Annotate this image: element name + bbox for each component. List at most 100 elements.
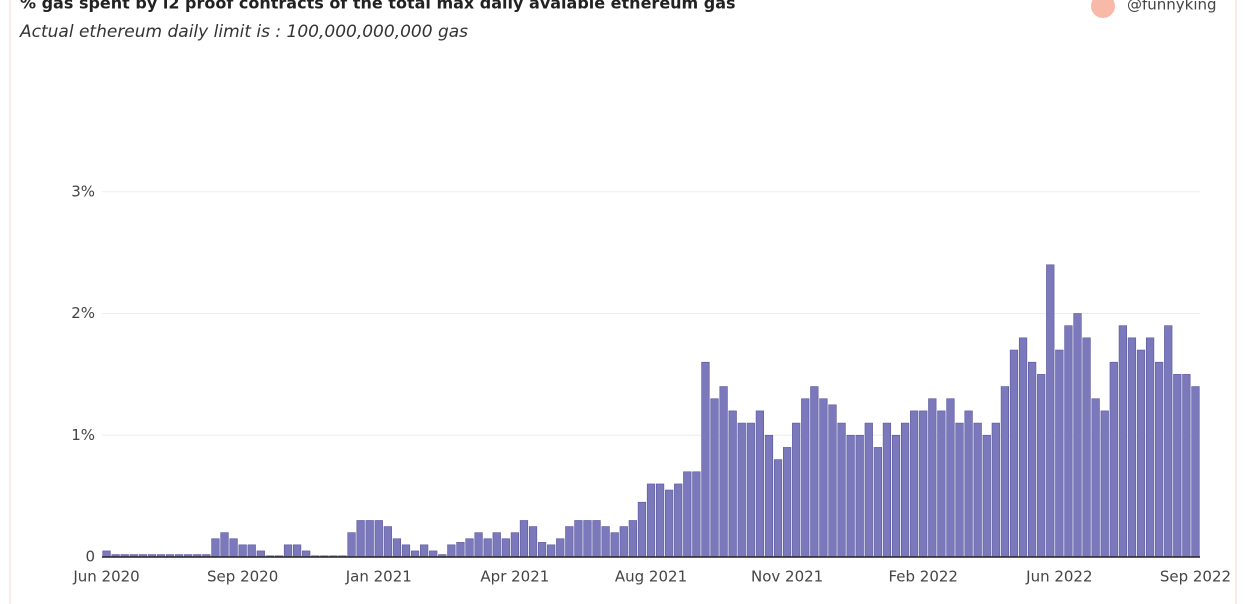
bar <box>365 520 374 558</box>
chart-title: % gas spent by l2 proof contracts of the… <box>20 0 736 13</box>
bar <box>102 550 111 558</box>
bar <box>537 542 547 558</box>
bar <box>1082 337 1091 558</box>
bar <box>429 550 438 558</box>
bar <box>1173 374 1182 558</box>
bar <box>238 544 247 558</box>
bar <box>247 544 256 558</box>
bar <box>292 544 302 558</box>
bar <box>456 542 465 558</box>
bar <box>1073 313 1082 558</box>
bar <box>737 422 746 558</box>
bar <box>655 483 665 558</box>
y-tick-label: 2% <box>71 304 95 322</box>
x-tick-label: Aug 2021 <box>615 568 687 586</box>
bar <box>828 404 837 558</box>
bar <box>665 489 674 558</box>
card <box>9 0 1237 604</box>
bar <box>801 398 810 558</box>
bar <box>474 532 483 558</box>
bar <box>1018 337 1028 558</box>
bar <box>556 538 565 558</box>
y-tick-label: 1% <box>71 426 95 444</box>
bar <box>646 483 656 558</box>
bar <box>855 434 864 558</box>
bar <box>919 410 928 558</box>
bar <box>819 398 828 558</box>
bar <box>946 398 955 558</box>
bar <box>1064 325 1073 558</box>
x-tick-label: Nov 2021 <box>751 568 823 586</box>
x-tick-label: Jan 2021 <box>345 568 412 586</box>
bar <box>447 544 456 558</box>
plot: 0 1% 2% 3% Jun 2020 Sep 2020 Jan 2021 Apr 2021 A… <box>71 182 1231 585</box>
x-tick-label: Jun 2020 <box>72 568 139 586</box>
bar <box>510 532 519 558</box>
bar <box>619 526 628 558</box>
bar <box>773 459 783 558</box>
bar <box>728 410 737 558</box>
bar <box>519 520 529 558</box>
bar <box>991 422 1000 558</box>
bar <box>683 471 692 558</box>
bar <box>637 501 647 558</box>
bar <box>465 538 474 558</box>
bar <box>1182 374 1191 558</box>
bar <box>882 422 892 558</box>
bar <box>873 447 882 558</box>
bar <box>755 410 765 558</box>
bar <box>1091 398 1100 558</box>
bar <box>973 422 982 558</box>
bar <box>792 422 801 558</box>
bar <box>964 410 973 558</box>
bar <box>1000 386 1010 558</box>
bar <box>710 398 719 558</box>
bar <box>592 520 601 558</box>
x-tick-label: Sep 2020 <box>207 568 278 586</box>
x-tick-label: Jun 2022 <box>1025 568 1092 586</box>
chart-subtitle: Actual ethereum daily limit is : 100,000… <box>19 22 468 42</box>
x-tick-label: Sep 2022 <box>1160 568 1231 586</box>
bar <box>846 434 855 558</box>
bar <box>410 550 420 558</box>
bar <box>565 526 574 558</box>
x-tick-label: Feb 2022 <box>888 568 958 586</box>
bar <box>547 544 556 558</box>
bar <box>928 398 937 558</box>
bar <box>1127 337 1137 558</box>
bar <box>601 526 610 558</box>
bar <box>374 520 383 558</box>
bar <box>211 538 220 558</box>
bar <box>1046 264 1055 558</box>
bar <box>392 538 402 558</box>
bar <box>302 550 311 558</box>
y-tick-label: 0 <box>85 548 95 566</box>
bar <box>1109 361 1118 558</box>
bar <box>1028 361 1037 558</box>
bar <box>220 532 229 558</box>
bar <box>383 526 392 558</box>
bar <box>483 538 492 558</box>
bar <box>1136 349 1146 558</box>
bar <box>900 422 910 558</box>
bar <box>764 434 774 558</box>
bar <box>1009 349 1019 558</box>
bar <box>837 422 846 558</box>
author-avatar <box>1091 0 1115 18</box>
bar <box>610 532 619 558</box>
author[interactable]: @funnyking <box>1127 0 1217 14</box>
bar <box>1055 349 1064 558</box>
bar <box>891 434 901 558</box>
bar <box>864 422 873 558</box>
bar <box>910 410 919 558</box>
bar <box>719 386 728 558</box>
bar <box>955 422 964 558</box>
bar <box>583 520 592 558</box>
bar <box>347 532 356 558</box>
bar <box>692 471 701 558</box>
bar <box>492 532 501 558</box>
bar <box>937 410 946 558</box>
bar <box>810 386 819 558</box>
bar <box>1100 410 1109 558</box>
bar <box>982 434 991 558</box>
